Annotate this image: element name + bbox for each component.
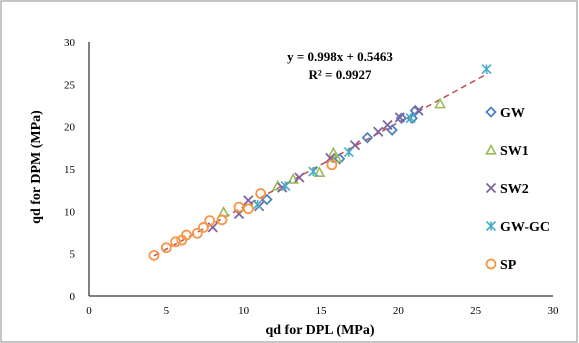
data-point-sp [181,229,192,241]
tick-labels: 0 5 10 15 20 25 30 0 5 10 15 20 25 30 [64,37,559,317]
data-point-sw1 [287,172,300,184]
x-axis-title: qd for DPL (MPa) [265,323,374,338]
y-tick-label: 30 [64,37,76,49]
data-markers [148,64,492,261]
legend-marker-sw1 [485,143,497,155]
y-tick-label: 15 [64,164,76,176]
x-tick-label: 5 [164,305,170,317]
data-point-sw2 [382,119,393,131]
legend-marker-gw [485,106,497,118]
legend-marker-sp [485,258,497,270]
x-tick-label: 30 [548,305,560,317]
data-point-sw1 [313,166,326,178]
x-tick-label: 15 [316,305,328,317]
data-point-sp [216,214,228,226]
legend-label-sp: SP [500,258,517,273]
data-point-gw-gc [252,199,263,210]
data-point-sp [242,203,254,215]
data-point-sp [148,249,160,261]
data-point-sp [191,227,203,239]
x-tick-label: 20 [393,305,405,317]
y-tick-label: 0 [70,291,76,303]
x-tick-label: 10 [238,305,250,317]
trendline-r-squared: R² = 0.9927 [309,67,372,82]
data-point-sw2 [413,105,424,116]
legend-label-sw1: SW1 [500,144,529,159]
data-point-gw-gc [481,64,492,75]
y-tick-label: 25 [64,79,76,91]
legend-marker-sw2 [485,182,497,194]
legend-marker-gw-gc [485,220,497,232]
x-tick-label: 25 [470,305,482,317]
legend: GW SW1 SW2 GW-GC SP [485,106,550,273]
data-point-gw [409,104,422,117]
trendline-equation: y = 0.998x + 0.5463 [287,49,393,64]
data-point-sw2 [394,112,406,123]
data-point-sw1 [434,97,446,109]
y-axis-title: qd for DPM (MPa) [29,110,44,224]
data-point-gw-gc [405,113,416,124]
data-point-gw [261,193,273,206]
data-point-gw-gc [343,147,354,158]
data-point-sp [326,159,338,171]
data-point-sp [160,242,172,254]
data-point-sp [204,215,216,227]
data-point-sw1 [327,146,340,158]
data-point-gw-gc [308,166,319,177]
data-point-sw1 [330,151,343,163]
legend-label-gw: GW [500,106,525,121]
y-tick-label: 10 [64,206,76,218]
data-point-gw [361,131,374,144]
data-point-sp [198,222,209,233]
data-point-sp [170,236,182,248]
x-tick-label: 0 [86,305,92,317]
data-point-gw-gc [280,180,291,191]
y-tick-label: 20 [64,122,76,134]
data-point-sw2 [243,195,254,206]
data-point-gw [386,124,398,136]
data-point-sp [255,188,267,199]
legend-label-sw2: SW2 [500,182,529,197]
legend-label-gw-gc: GW-GC [500,220,550,235]
data-point-sw2 [373,126,384,137]
data-point-sw2 [294,172,305,183]
plot-area [88,42,553,297]
y-tick-label: 5 [70,249,76,261]
